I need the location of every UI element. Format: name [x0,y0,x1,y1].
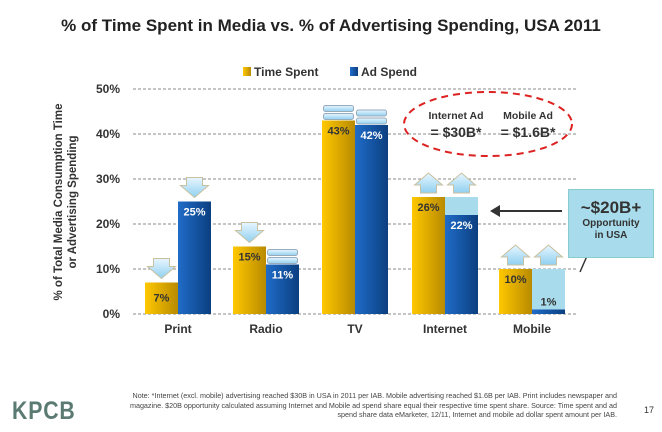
kpcb-logo: KPCB [12,397,76,425]
x-tick-label: Internet [423,322,467,336]
bar-ad-spend [532,309,565,314]
opportunity-arrowhead-icon [490,205,500,217]
time-spent-equal-icon [323,105,354,112]
opportunity-value: ~$20B+ [580,198,642,217]
y-axis-label: % of Total Media Consumption Time or Adve… [53,104,79,301]
ad-spend-equal-icon [267,257,298,264]
y-tick-label: 50% [96,82,120,96]
chart-title: % of Time Spent in Media vs. % of Advert… [61,16,601,35]
legend-label-ad-spend: Ad Spend [361,65,417,79]
bar-time-spent [499,269,532,314]
callout-ellipse [403,91,573,157]
data-label-time-spent: 7% [154,293,170,305]
time-spent-down-arrow-icon [146,258,177,280]
x-tick-label: Radio [249,322,282,336]
bar-ad-spend [266,264,299,314]
time-spent-equal-icon [323,113,354,120]
bar-time-spent [322,120,355,314]
time-spent-up-arrow-icon [413,172,444,194]
legend-label-time-spent: Time Spent [254,65,318,79]
y-tick-label: 40% [96,127,120,141]
ad-spend-equal-icon [267,249,298,256]
y-tick-label: 20% [96,217,120,231]
opportunity-line2: in USA [594,230,628,241]
y-tick-label: 10% [96,262,120,276]
data-label-time-spent: 15% [238,252,260,264]
callout-internet-title: Internet Ad [428,110,483,122]
bar-time-spent [412,197,445,314]
x-tick-label: TV [347,322,362,336]
ad-spend-down-arrow-icon [179,177,210,199]
bar-ad-spend [355,125,388,314]
x-tick-label: Mobile [513,322,551,336]
footnote: Note: *Internet (excl. mobile) advertisi… [129,391,617,419]
opportunity-fill [532,269,565,310]
legend-swatch-ad-spend [350,67,358,76]
bar-ad-spend [445,215,478,314]
time-spent-down-arrow-icon [234,222,265,244]
opportunity-pointer-line [579,255,588,273]
y-tick-label: 30% [96,172,120,186]
y-tick-label: 0% [103,307,121,321]
callout-internet-value: = $30B* [431,124,483,140]
ad-spend-up-arrow-icon [533,244,564,266]
data-label-ad-spend: 42% [360,130,382,142]
bar-time-spent [233,246,266,314]
data-label-ad-spend: 1% [541,297,557,309]
data-label-ad-spend: 11% [272,270,294,282]
legend-swatch-time-spent [243,67,251,76]
ad-spend-equal-icon [356,109,387,117]
data-label-time-spent: 10% [504,274,526,286]
bar-time-spent [145,282,178,314]
opportunity-line1: Opportunity [582,218,640,229]
callout-mobile-title: Mobile Ad [503,110,553,122]
bar-ad-spend [178,201,211,314]
page-number: 17 [644,405,655,415]
data-label-ad-spend: 22% [450,220,472,232]
opportunity-fill [445,197,478,215]
data-label-ad-spend: 25% [183,207,205,219]
ad-spend-equal-icon [356,117,387,125]
x-tick-label: Print [164,322,191,336]
ad-spend-up-arrow-icon [446,172,477,194]
data-label-time-spent: 26% [417,202,439,214]
callout-mobile-value: = $1.6B* [501,124,556,140]
opportunity-box: ~$20B+ Opportunity in USA [568,189,654,258]
data-label-time-spent: 43% [327,126,349,138]
time-spent-up-arrow-icon [500,244,531,266]
